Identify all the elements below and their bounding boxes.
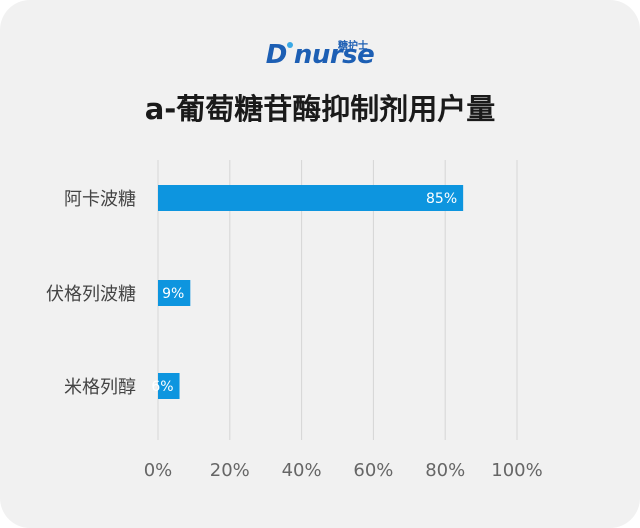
bar bbox=[158, 280, 191, 306]
logo-dot-icon bbox=[286, 42, 293, 48]
x-tick-label: 20% bbox=[210, 460, 250, 481]
x-tick-label: 0% bbox=[144, 460, 173, 481]
data-label: 85% bbox=[426, 191, 457, 207]
x-tick-label: 80% bbox=[425, 460, 465, 481]
logo-chinese: 糖护士 bbox=[338, 41, 368, 52]
chart-title: a-葡萄糖苷酶抑制剂用户量 bbox=[144, 92, 496, 126]
x-tick-label: 60% bbox=[353, 460, 393, 481]
bar bbox=[158, 185, 464, 211]
bar bbox=[158, 373, 180, 399]
x-tick-label: 40% bbox=[282, 460, 322, 481]
x-tick-label: 100% bbox=[491, 460, 542, 481]
data-label: 6% bbox=[151, 379, 173, 395]
category-label: 米格列醇 bbox=[64, 377, 136, 398]
data-label: 9% bbox=[162, 286, 184, 302]
category-label: 阿卡波糖 bbox=[64, 189, 136, 210]
category-label: 伏格列波糖 bbox=[46, 284, 136, 305]
